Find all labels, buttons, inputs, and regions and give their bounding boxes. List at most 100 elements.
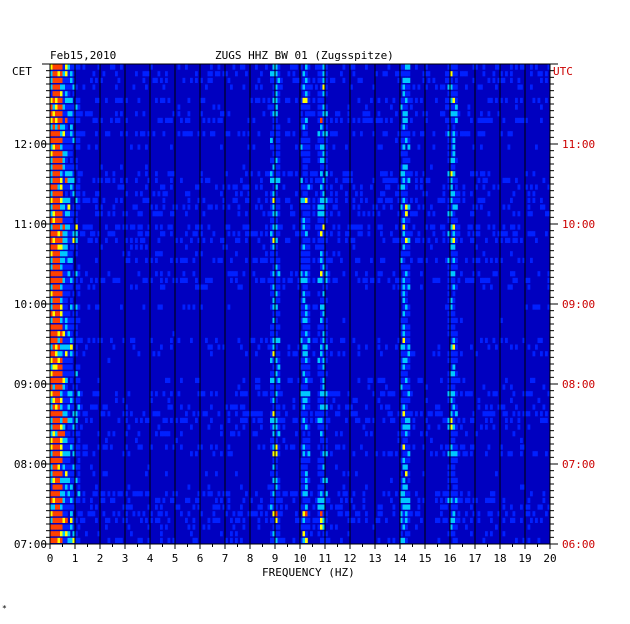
spectrogram-cell <box>440 511 443 517</box>
spectrogram-cell <box>322 97 326 103</box>
spectrogram-cell <box>410 391 413 397</box>
spectrogram-cell <box>472 444 476 450</box>
spectrogram-cell <box>350 517 353 523</box>
cet-tick-label: 12:00 <box>14 138 47 151</box>
spectrogram-cell <box>65 124 68 130</box>
spectrogram-cell <box>415 64 418 70</box>
spectrogram-cell <box>52 231 56 237</box>
spectrogram-cell <box>252 417 256 423</box>
spectrogram-cell <box>345 497 348 503</box>
spectrogram-cell <box>275 517 278 523</box>
spectrogram-cell <box>207 71 211 77</box>
spectrogram-cell <box>57 391 61 397</box>
spectrogram-cell <box>470 211 473 217</box>
spectrogram-cell <box>210 417 213 423</box>
spectrogram-cell <box>87 144 91 150</box>
spectrogram-cell <box>140 191 143 197</box>
spectrogram-cell <box>92 84 96 90</box>
spectrogram-cell <box>72 477 76 483</box>
spectrogram-cell <box>317 404 321 410</box>
spectrogram-cell <box>125 444 128 450</box>
spectrogram-cell <box>300 357 303 363</box>
spectrogram-cell <box>235 271 238 277</box>
spectrogram-cell <box>272 264 276 270</box>
spectrogram-cell <box>315 411 318 417</box>
spectrogram-cell <box>287 377 291 383</box>
x-tick-label: 19 <box>518 552 531 565</box>
spectrogram-cell <box>445 97 448 103</box>
spectrogram-cell <box>407 171 411 177</box>
spectrogram-cell <box>210 71 213 77</box>
spectrogram-cell <box>217 344 221 350</box>
spectrogram-cell <box>325 177 328 183</box>
spectrogram-cell <box>275 357 278 363</box>
spectrogram-cell <box>52 211 56 217</box>
spectrogram-cell <box>55 117 58 123</box>
spectrogram-cell <box>245 351 248 357</box>
spectrogram-cell <box>180 404 183 410</box>
spectrogram-cell <box>320 351 323 357</box>
spectrogram-cell <box>325 131 328 137</box>
spectrogram-cell <box>277 484 281 490</box>
spectrogram-cell <box>57 464 61 470</box>
spectrogram-cell <box>317 471 321 477</box>
spectrogram-cell <box>52 324 56 330</box>
spectrogram-cell <box>515 344 518 350</box>
spectrogram-cell <box>510 517 513 523</box>
spectrogram-cell <box>302 151 306 157</box>
spectrogram-cell <box>227 77 231 83</box>
spectrogram-cell <box>322 437 326 443</box>
spectrogram-cell <box>135 244 138 250</box>
spectrogram-cell <box>352 397 356 403</box>
spectrogram-cell <box>455 317 458 323</box>
spectrogram-row <box>50 384 546 390</box>
spectrogram-cell <box>402 431 406 437</box>
spectrogram-cell <box>317 91 321 97</box>
spectrogram-cell <box>307 371 311 377</box>
spectrogram-cell <box>277 511 281 517</box>
spectrogram-cell <box>287 71 291 77</box>
spectrogram-cell <box>67 364 71 370</box>
spectrogram-cell <box>65 404 68 410</box>
spectrogram-cell <box>277 424 281 430</box>
spectrogram-cell <box>100 497 103 503</box>
spectrogram-cell <box>105 404 108 410</box>
spectrogram-cell <box>362 277 366 283</box>
spectrogram-cell <box>62 84 66 90</box>
spectrogram-cell <box>227 304 231 310</box>
spectrogram-cell <box>320 404 323 410</box>
spectrogram-cell <box>322 531 326 537</box>
spectrogram-cell <box>322 457 326 463</box>
spectrogram-cell <box>337 504 341 510</box>
spectrogram-cell <box>247 184 251 190</box>
spectrogram-cell <box>520 237 523 243</box>
spectrogram-cell <box>170 497 173 503</box>
spectrogram-cell <box>247 224 251 230</box>
spectrogram-cell <box>325 437 328 443</box>
spectrogram-cell <box>407 364 411 370</box>
spectrogram-cell <box>347 177 351 183</box>
spectrogram-row <box>50 277 551 283</box>
spectrogram-cell <box>412 424 416 430</box>
spectrogram-cell <box>330 391 333 397</box>
spectrogram-cell <box>342 351 346 357</box>
spectrogram-cell <box>77 471 81 477</box>
spectrogram-cell <box>320 497 323 503</box>
spectrogram-cell <box>462 131 466 137</box>
spectrogram-cell <box>352 224 356 230</box>
spectrogram-cell <box>200 284 203 290</box>
spectrogram-cell <box>335 504 338 510</box>
spectrogram-cell <box>325 337 328 343</box>
spectrogram-cell <box>212 104 216 110</box>
spectrogram-cell <box>347 511 351 517</box>
spectrogram-cell <box>80 404 83 410</box>
spectrogram-cell <box>322 384 326 390</box>
spectrogram-cell <box>400 364 403 370</box>
spectrogram-cell <box>425 397 428 403</box>
spectrogram-cell <box>50 371 53 377</box>
spectrogram-cell <box>55 511 58 517</box>
spectrogram-cell <box>510 71 513 77</box>
spectrogram-cell <box>240 344 243 350</box>
spectrogram-cell <box>407 444 411 450</box>
spectrogram-cell <box>330 184 333 190</box>
